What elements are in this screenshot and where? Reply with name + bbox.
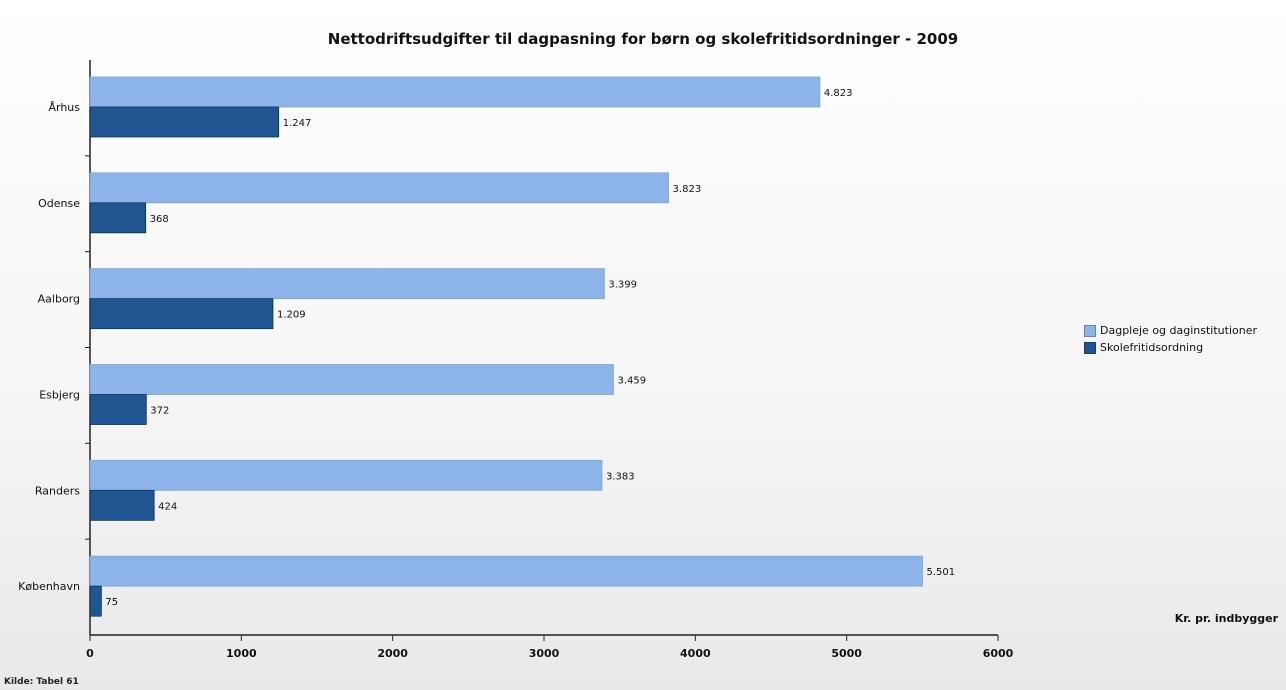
legend-item-dagpleje: Dagpleje og daginstitutioner: [1084, 322, 1257, 339]
bar: [89, 585, 102, 617]
bar: [89, 172, 669, 204]
x-axis-title: Kr. pr. indbygger: [1174, 612, 1278, 625]
source-note: Kilde: Tabel 61: [4, 677, 79, 687]
x-tick-label: 6000: [983, 647, 1014, 660]
x-tick-label: 0: [86, 647, 94, 660]
category-label: Esbjerg: [39, 389, 80, 402]
bar: [89, 106, 280, 138]
bar: [89, 268, 605, 300]
bar: [89, 298, 274, 330]
chart-legend: Dagpleje og daginstitutioner Skolefritid…: [1084, 322, 1257, 356]
category-label: København: [18, 580, 80, 593]
bar: [89, 489, 155, 521]
bar: [89, 202, 147, 234]
bar: [89, 555, 923, 587]
bar-value-label: 75: [105, 597, 118, 608]
legend-swatch-dagpleje: [1084, 324, 1096, 337]
bar: [89, 364, 614, 395]
x-tick-label: 4000: [680, 647, 711, 660]
x-tick-label: 2000: [377, 647, 408, 660]
bar-value-label: 3.399: [608, 280, 637, 291]
legend-item-skolefritid: Skolefritidsordning: [1084, 339, 1257, 356]
category-label: Randers: [35, 484, 80, 497]
bar-value-label: 1.209: [277, 310, 306, 321]
bar-value-label: 3.383: [606, 471, 635, 482]
x-tick-label: 3000: [529, 647, 560, 660]
legend-label-dagpleje: Dagpleje og daginstitutioner: [1100, 324, 1258, 337]
x-tick-label: 1000: [226, 647, 257, 660]
bar-value-label: 368: [150, 214, 169, 225]
bar-value-label: 5.501: [926, 567, 955, 578]
bar: [89, 394, 147, 425]
bar-value-label: 3.459: [617, 376, 646, 387]
category-label: Aalborg: [38, 293, 80, 306]
bar: [89, 459, 603, 491]
category-label: Århus: [48, 101, 80, 114]
category-label: Odense: [38, 197, 80, 210]
bar-value-label: 1.247: [283, 118, 312, 129]
chart-title: Nettodriftsudgifter til dagpasning for b…: [327, 30, 959, 48]
x-tick-label: 5000: [831, 647, 862, 660]
bar-value-label: 424: [158, 501, 177, 512]
bar: [89, 76, 821, 108]
legend-swatch-skolefritid: [1084, 341, 1096, 354]
bar-value-label: 3.823: [673, 184, 702, 195]
bar-value-label: 4.823: [824, 88, 853, 99]
legend-label-skolefritid: Skolefritidsordning: [1100, 341, 1204, 354]
bar-value-label: 372: [150, 406, 169, 417]
